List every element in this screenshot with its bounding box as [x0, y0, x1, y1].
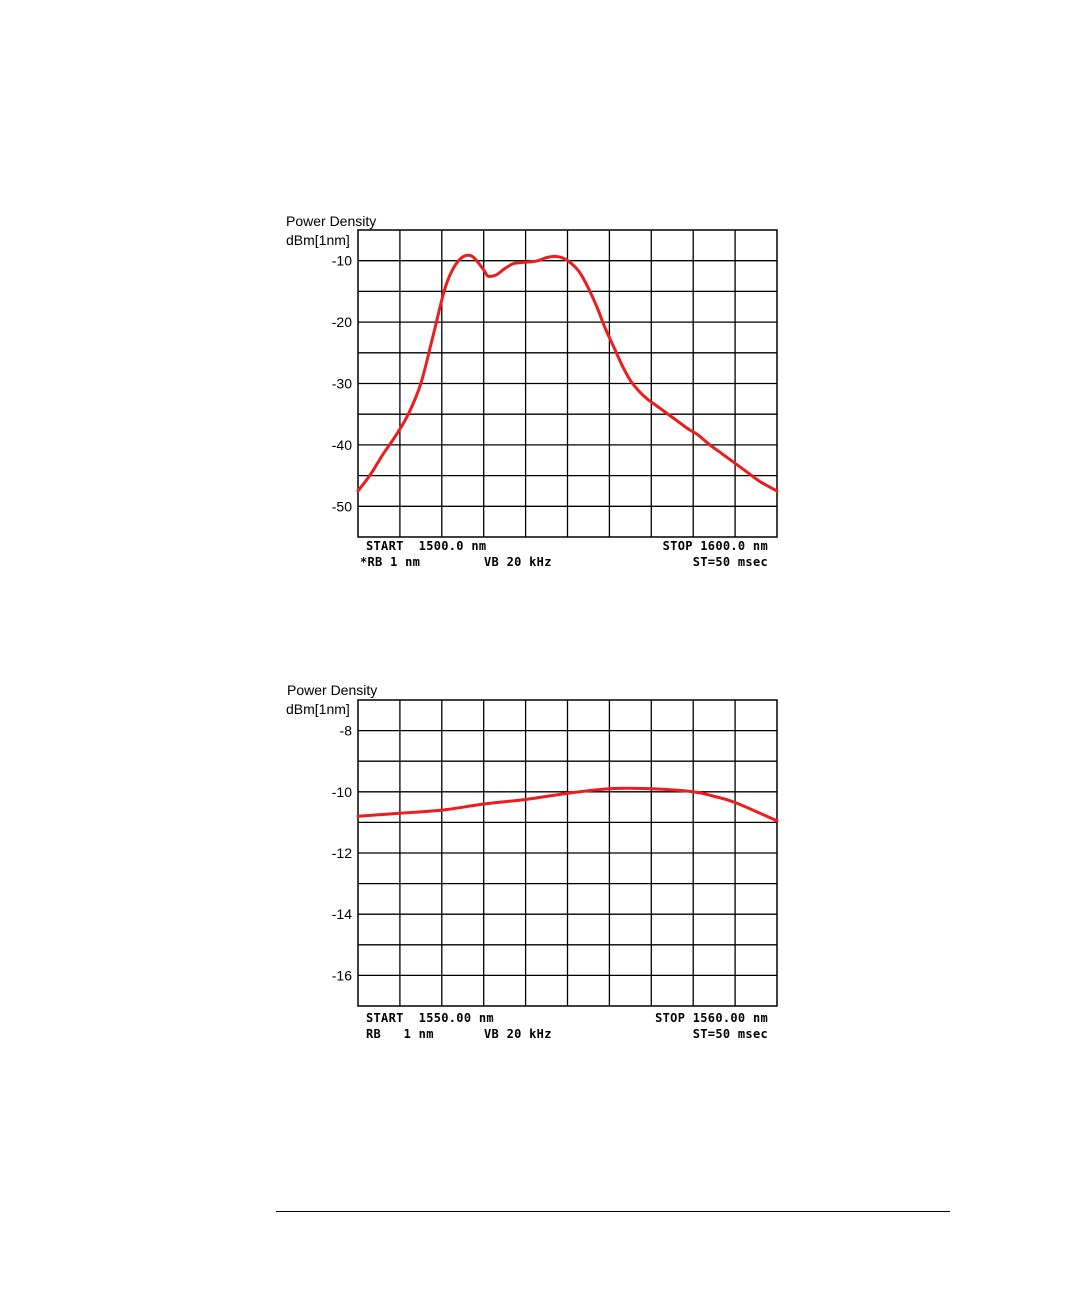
chart-1-footer-vb: VB 20 kHz: [484, 555, 552, 569]
y-tick-label: -10: [332, 784, 352, 800]
chart-2-grid: [357, 699, 778, 1007]
chart-2-footer-stop: STOP 1560.00 nm: [655, 1011, 768, 1025]
chart-2-footer-vb: VB 20 kHz: [484, 1027, 552, 1041]
chart-1-footer-stop: STOP 1600.0 nm: [663, 539, 768, 553]
chart-2-footer-st: ST=50 msec: [693, 1027, 768, 1041]
chart-1-footer-st: ST=50 msec: [693, 555, 768, 569]
y-tick-label: -16: [332, 967, 352, 983]
y-tick-label: -8: [340, 723, 353, 739]
chart-1-footer-rb: *RB 1 nm: [360, 555, 420, 569]
chart-2: Power Density dBm[1nm] -8 -10 -12 -14 -16 ST…: [286, 682, 779, 1041]
chart-1-ylabel-line2: dBm[1nm]: [286, 232, 350, 248]
chart-1-footer-start: START 1500.0 nm: [366, 539, 486, 553]
series-line: [356, 786, 779, 823]
y-tick-label: -20: [332, 314, 352, 330]
page-footer-rule: [276, 1211, 950, 1212]
chart-2-series: [356, 786, 779, 823]
chart-1-yticks: -10 -20 -30 -40 -50: [332, 253, 352, 515]
y-tick-label: -40: [332, 437, 352, 453]
chart-1: Power Density dBm[1nm] -10 -20 -30 -40 -50 S…: [286, 213, 779, 569]
y-tick-label: -14: [332, 906, 352, 922]
y-tick-label: -50: [332, 498, 352, 514]
y-tick-label: -30: [332, 376, 352, 392]
chart-2-footer-start: START 1550.00 nm: [366, 1011, 494, 1025]
chart-2-ylabel-line2: dBm[1nm]: [286, 701, 350, 717]
series-line: [356, 253, 779, 493]
chart-1-series: [356, 253, 779, 493]
chart-1-ylabel-line1: Power Density: [286, 213, 376, 229]
chart-2-footer-rb: RB 1 nm: [366, 1027, 434, 1041]
y-tick-label: -12: [332, 845, 352, 861]
chart-2-yticks: -8 -10 -12 -14 -16: [332, 723, 352, 984]
y-tick-label: -10: [332, 253, 352, 269]
chart-2-ylabel-line1: Power Density: [287, 682, 377, 698]
